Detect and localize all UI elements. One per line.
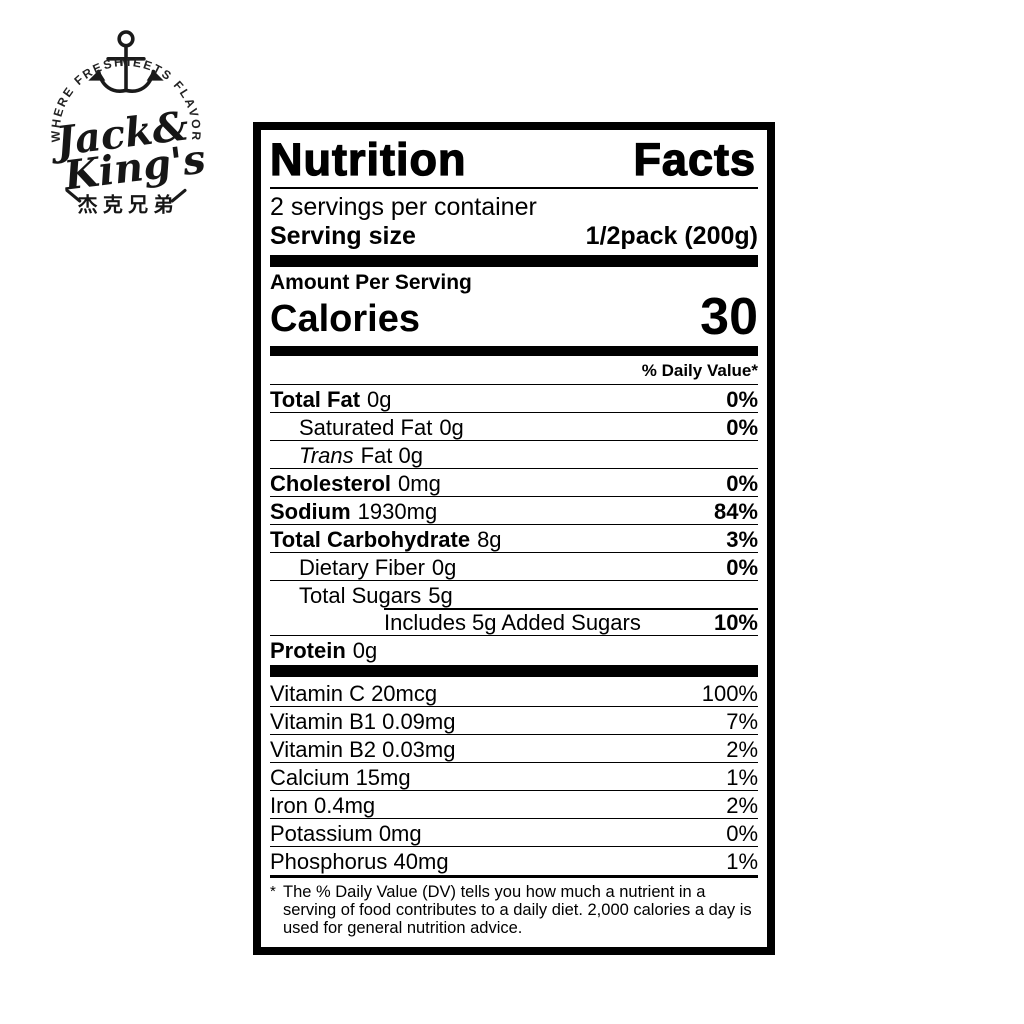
section-divider-thick xyxy=(270,255,758,268)
micronutrient-row-iron: Iron 0.4mg 2% xyxy=(270,792,758,820)
nutrition-facts-panel: Nutrition Facts 2 servings per container… xyxy=(253,122,775,956)
calories-label: Calories xyxy=(270,298,420,341)
section-divider-thick xyxy=(270,665,758,678)
nutrient-row-protein: Protein 0g xyxy=(270,637,378,663)
amount-per-serving-label: Amount Per Serving xyxy=(270,271,472,295)
micronutrient-row-calcium: Calcium 15mg 1% xyxy=(270,764,758,792)
anchor-icon xyxy=(88,30,164,93)
calories-value: 30 xyxy=(700,288,758,347)
servings-per-container: 2 servings per container xyxy=(270,193,537,222)
nutrient-row-saturated-fat: Saturated Fat 0g 0% xyxy=(270,413,758,442)
nutrient-row-dietary-fiber: Dietary Fiber 0g 0% xyxy=(270,553,758,582)
panel-title-word-2: Facts xyxy=(633,133,756,185)
nutrient-row-cholesterol: Cholesterol 0mg 0% xyxy=(270,470,758,498)
footnote-text: The % Daily Value (DV) tells you how muc… xyxy=(283,883,752,938)
footnote-divider xyxy=(270,875,758,879)
calories-row: Calories 30 xyxy=(270,288,758,347)
panel-title: Nutrition Facts xyxy=(269,133,758,187)
micronutrient-row-phosphorus: Phosphorus 40mg 1% xyxy=(270,848,758,874)
title-divider xyxy=(270,187,758,190)
nutrient-row-total-fat: Total Fat 0g 0% xyxy=(270,386,758,414)
brand-logo: WHERE FRESH MEETS FLAVOR Jack& King's 杰克… xyxy=(40,22,212,222)
daily-value-footnote: * The % Daily Value (DV) tells you how m… xyxy=(270,878,758,939)
micronutrient-row-potassium: Potassium 0mg 0% xyxy=(270,820,758,848)
daily-value-header: % Daily Value* xyxy=(270,358,758,386)
panel-title-word-1: Nutrition xyxy=(269,133,467,185)
brand-logo-graphic: WHERE FRESH MEETS FLAVOR Jack& King's 杰克… xyxy=(46,30,208,216)
added-sugars-partial-rule xyxy=(384,608,758,610)
micronutrient-row-vitamin-b2: Vitamin B2 0.03mg 2% xyxy=(270,736,758,764)
nutrient-row-trans-fat: Trans Fat 0g xyxy=(270,441,758,470)
nutrient-row-added-sugars: Includes 5g Added Sugars 10% xyxy=(270,608,758,637)
serving-size-value: 1/2pack (200g) xyxy=(585,222,758,251)
subtitle-dashes xyxy=(65,188,187,203)
serving-size-row: Serving size 1/2pack (200g) xyxy=(270,222,758,254)
micronutrient-row-vitamin-b1: Vitamin B1 0.09mg 7% xyxy=(270,708,758,736)
serving-size-label: Serving size xyxy=(270,222,416,251)
nutrient-row-total-carbohydrate: Total Carbohydrate 8g 3% xyxy=(270,526,758,554)
brand-subtitle-cjk: 杰克兄弟 xyxy=(78,192,179,216)
nutrient-row-total-sugars: Total Sugars 5g xyxy=(299,582,453,608)
footnote-asterisk: * xyxy=(270,883,276,901)
section-divider-thick xyxy=(270,346,758,357)
micronutrient-row-vitamin-c: Vitamin C 20mcg 100% xyxy=(270,680,758,708)
nutrient-row-sodium: Sodium 1930mg 84% xyxy=(270,498,758,526)
